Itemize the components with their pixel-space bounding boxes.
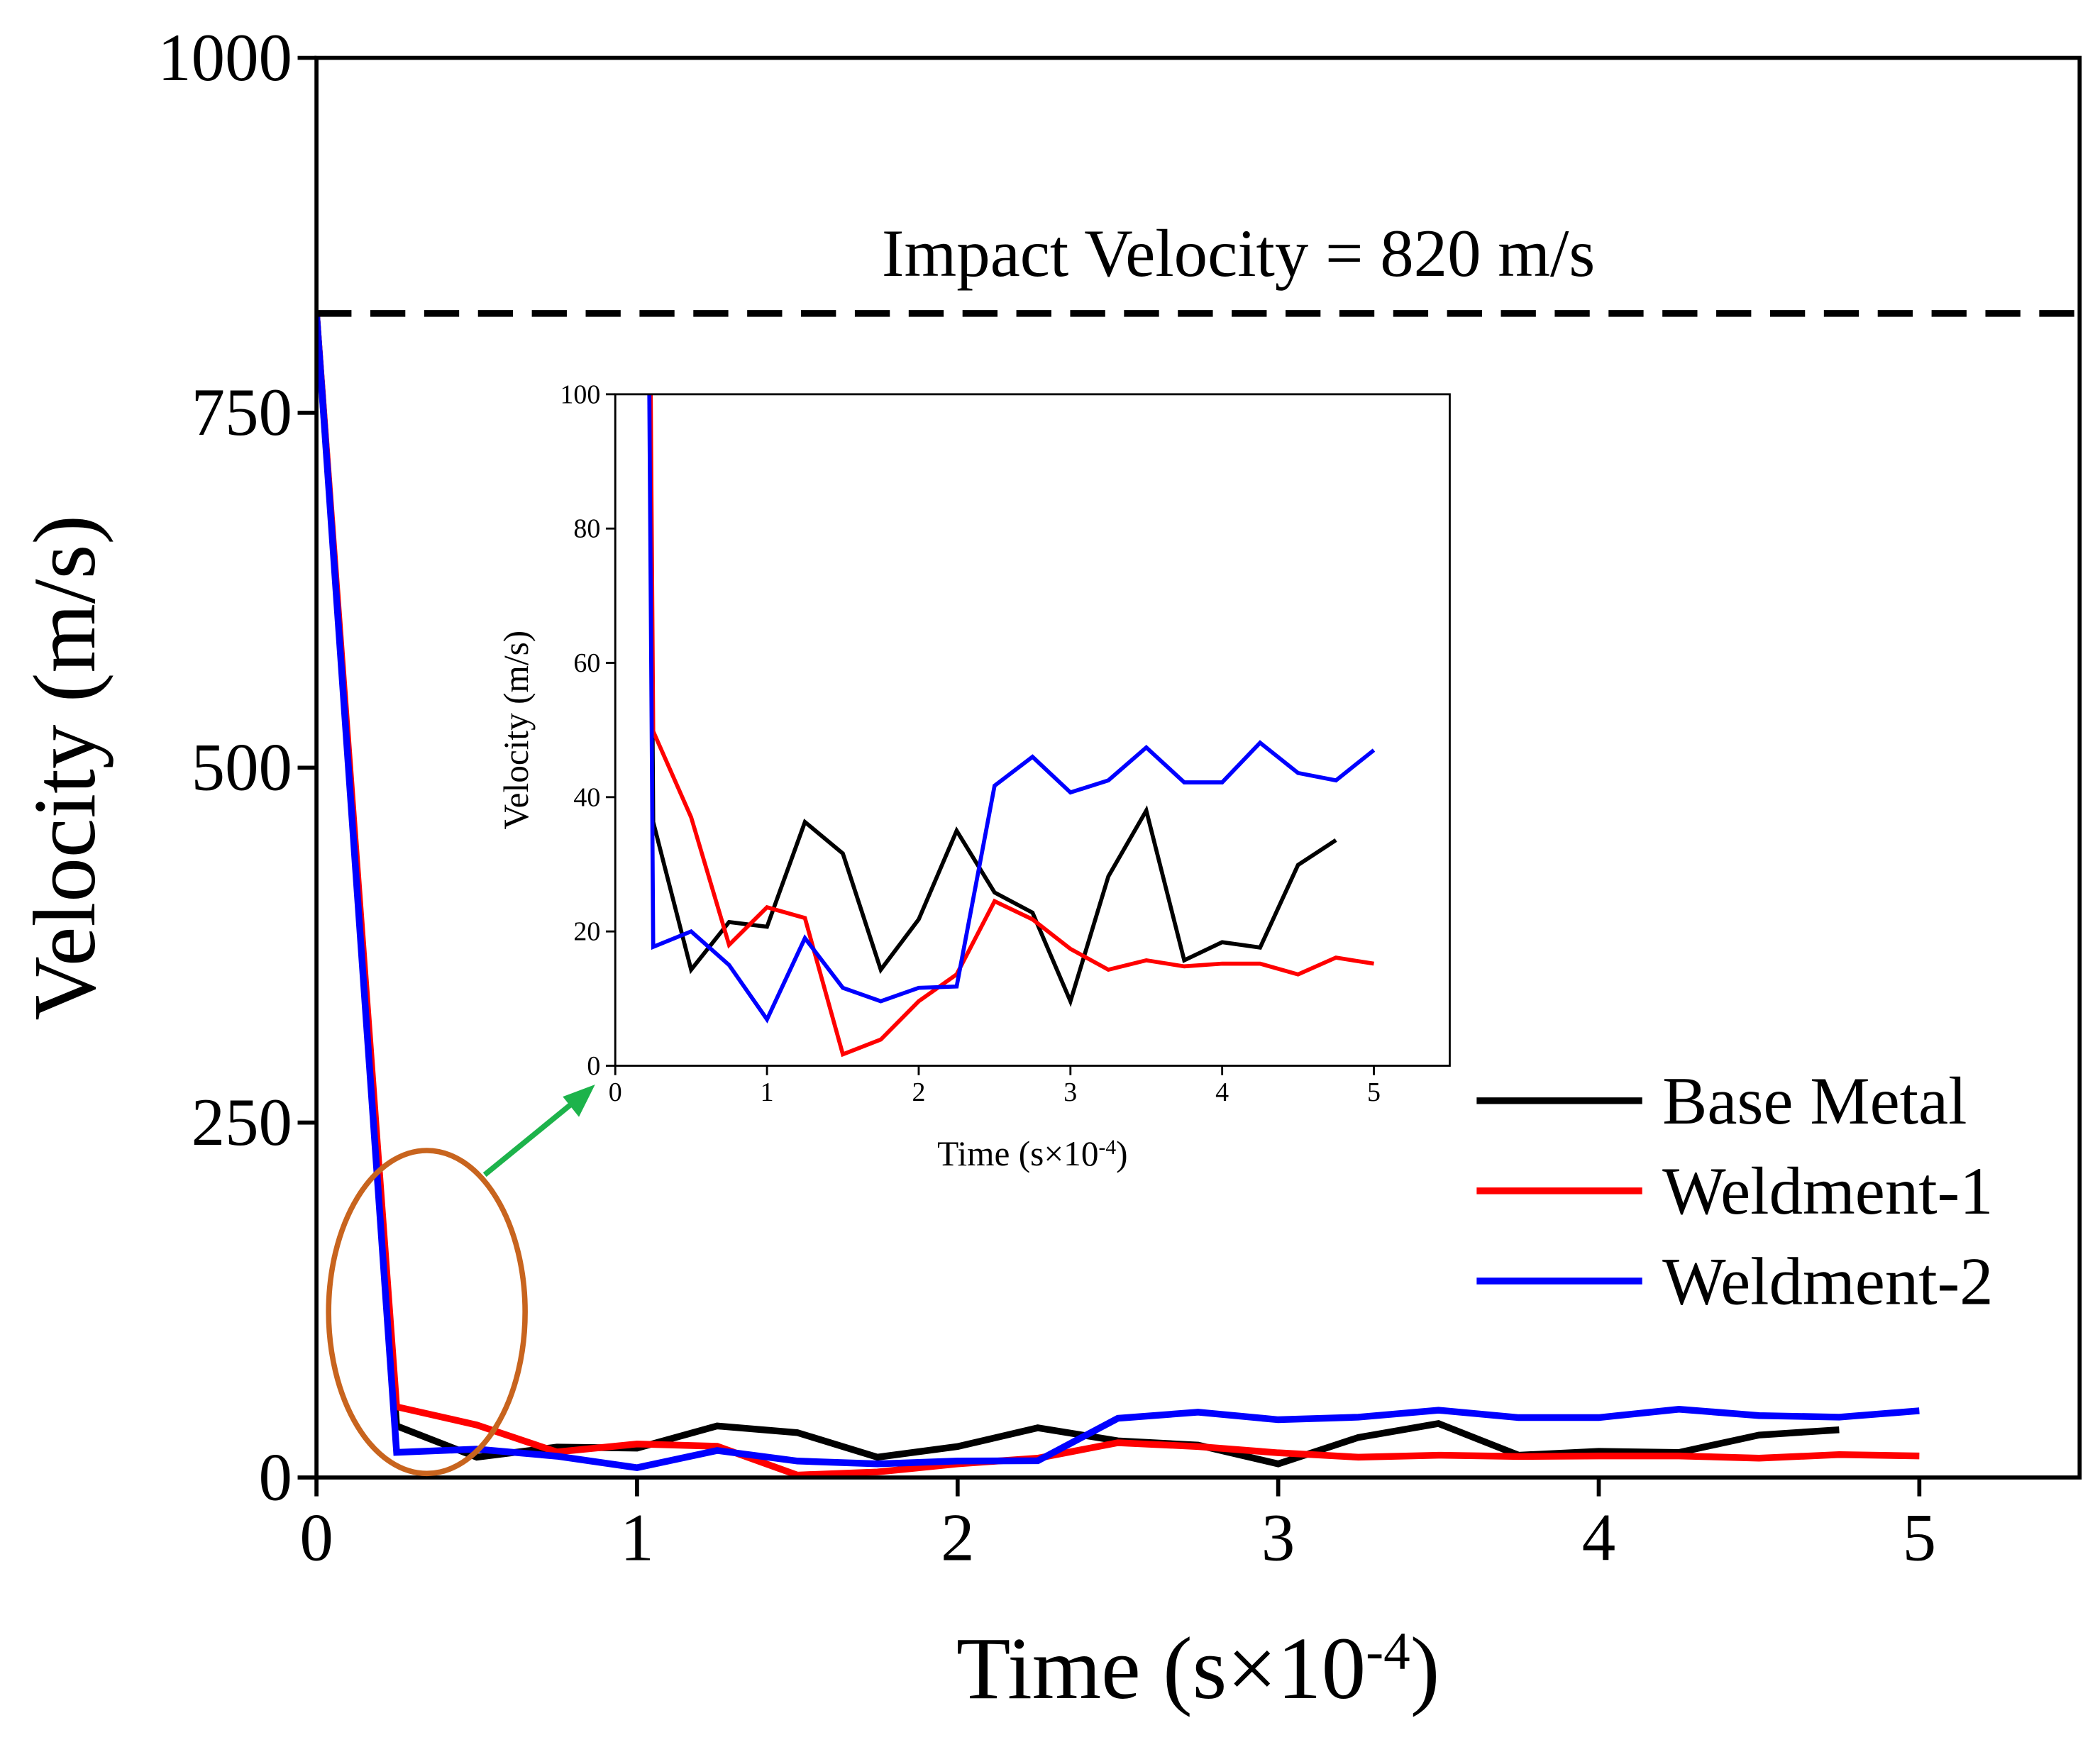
y-axis-label: Velocity (m/s) [497, 631, 536, 830]
y-tick-label: 20 [573, 917, 600, 947]
series-line-weldment-1 [316, 313, 1920, 1477]
legend-label: Weldment-1 [1662, 1153, 1993, 1229]
y-tick-label: 60 [573, 648, 600, 678]
y-tick-label: 100 [560, 379, 600, 409]
zoom-arrow [482, 1085, 595, 1177]
y-tick-label: 500 [192, 730, 292, 805]
y-tick-label: 1000 [158, 20, 292, 95]
x-tick-label: 0 [609, 1077, 622, 1107]
legend-label: Weldment-2 [1662, 1243, 1993, 1319]
x-tick-label: 5 [1903, 1500, 1936, 1575]
plot-frame [614, 393, 1451, 1067]
y-tick-label: 0 [259, 1439, 292, 1514]
x-tick-label: 4 [1582, 1500, 1615, 1575]
y-tick-label: 40 [573, 782, 600, 812]
legend-label: Base Metal [1662, 1063, 1967, 1138]
y-tick-label: 250 [192, 1085, 292, 1160]
x-axis-label: Time (s×10-4) [937, 1134, 1127, 1173]
y-tick-label: 80 [573, 514, 600, 544]
series-line-base-metal [316, 313, 1840, 1468]
x-tick-label: 4 [1215, 1077, 1229, 1107]
x-tick-label: 2 [912, 1077, 925, 1107]
series-line-weldment-2 [316, 313, 1920, 1472]
x-tick-label: 5 [1367, 1077, 1381, 1107]
series-line-base-metal [648, 394, 1337, 1007]
x-tick-label: 2 [941, 1500, 974, 1575]
x-tick-label: 0 [299, 1500, 333, 1575]
series-line-weldment-1 [648, 394, 1374, 1058]
x-axis-label: Time (s×10-4) [956, 1619, 1440, 1718]
legend: Base Metal Weldment-1 Weldment-2 [1476, 1063, 1994, 1319]
y-tick-label: 750 [192, 375, 292, 450]
x-tick-label: 1 [620, 1500, 653, 1575]
y-tick-label: 0 [587, 1051, 600, 1081]
x-tick-label: 3 [1261, 1500, 1295, 1575]
y-axis-label: Velocity (m/s) [16, 515, 114, 1021]
x-tick-label: 1 [761, 1077, 774, 1107]
annotation-impact-velocity: Impact Velocity = 820 m/s [882, 216, 1595, 291]
highlight-ellipse [326, 1148, 528, 1477]
x-tick-label: 3 [1063, 1077, 1077, 1107]
series-line-weldment-2 [647, 394, 1376, 1024]
inset-plot: 0 1 2 3 4 5 0 20 40 60 80 100 Time (s×10-4) Velocity … [497, 379, 1451, 1173]
